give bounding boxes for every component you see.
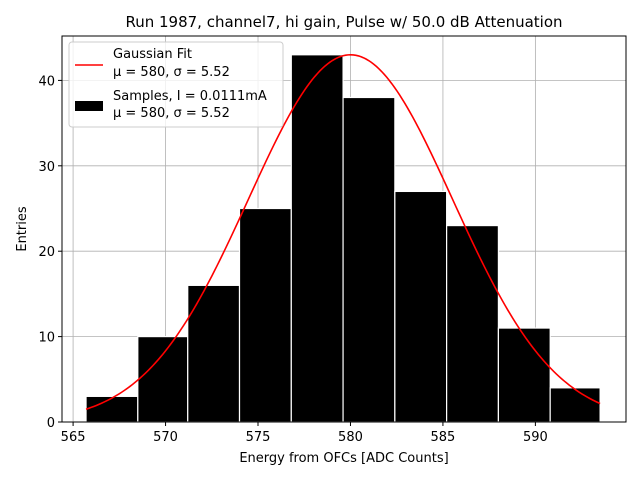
x-tick-label: 585 xyxy=(431,430,456,445)
x-axis-label: Energy from OFCs [ADC Counts] xyxy=(239,451,448,466)
histogram-bar-1 xyxy=(85,395,139,423)
gaussian-fit-curve xyxy=(85,53,601,410)
y-tick-label: 40 xyxy=(38,74,55,89)
bars-layer xyxy=(85,54,601,423)
histogram-bar-4 xyxy=(238,207,292,423)
plot-frame xyxy=(61,35,627,423)
histogram-bar-6 xyxy=(342,96,396,423)
x-tick-label: 565 xyxy=(61,430,86,445)
legend: Gaussian Fit μ = 580, σ = 5.52 Samples, … xyxy=(68,41,284,128)
histogram-bar-7 xyxy=(394,190,448,423)
legend-fit-label: Gaussian Fit xyxy=(113,47,192,62)
histogram-bar-3 xyxy=(187,284,241,423)
histogram-bar-10 xyxy=(549,387,601,423)
y-axis-label: Entries xyxy=(15,206,30,252)
x-tick-label: 570 xyxy=(153,430,178,445)
legend-fit-params: μ = 580, σ = 5.52 xyxy=(113,65,230,80)
legend-samples-label: Samples, I = 0.0111mA xyxy=(113,89,267,104)
y-tick-label: 0 xyxy=(47,416,55,431)
y-tick-label: 10 xyxy=(38,331,55,346)
legend-samples-params: μ = 580, σ = 5.52 xyxy=(113,106,230,121)
ticks-layer: 565 570 575 580 585 590 0 10 20 30 40 xyxy=(38,74,547,445)
chart-title: Run 1987, channel7, hi gain, Pulse w/ 50… xyxy=(125,13,562,31)
x-tick-label: 590 xyxy=(523,430,548,445)
legend-box xyxy=(68,41,284,128)
y-tick-label: 20 xyxy=(38,245,55,260)
x-tick-label: 580 xyxy=(338,430,363,445)
histogram-bar-5 xyxy=(290,54,344,423)
x-tick-label: 575 xyxy=(246,430,271,445)
legend-samples-swatch xyxy=(75,101,103,111)
histogram-bar-8 xyxy=(446,224,500,423)
fit-layer xyxy=(85,53,601,410)
y-tick-label: 30 xyxy=(38,160,55,175)
histogram-bar-2 xyxy=(137,336,189,423)
histogram-bar-9 xyxy=(497,327,551,423)
